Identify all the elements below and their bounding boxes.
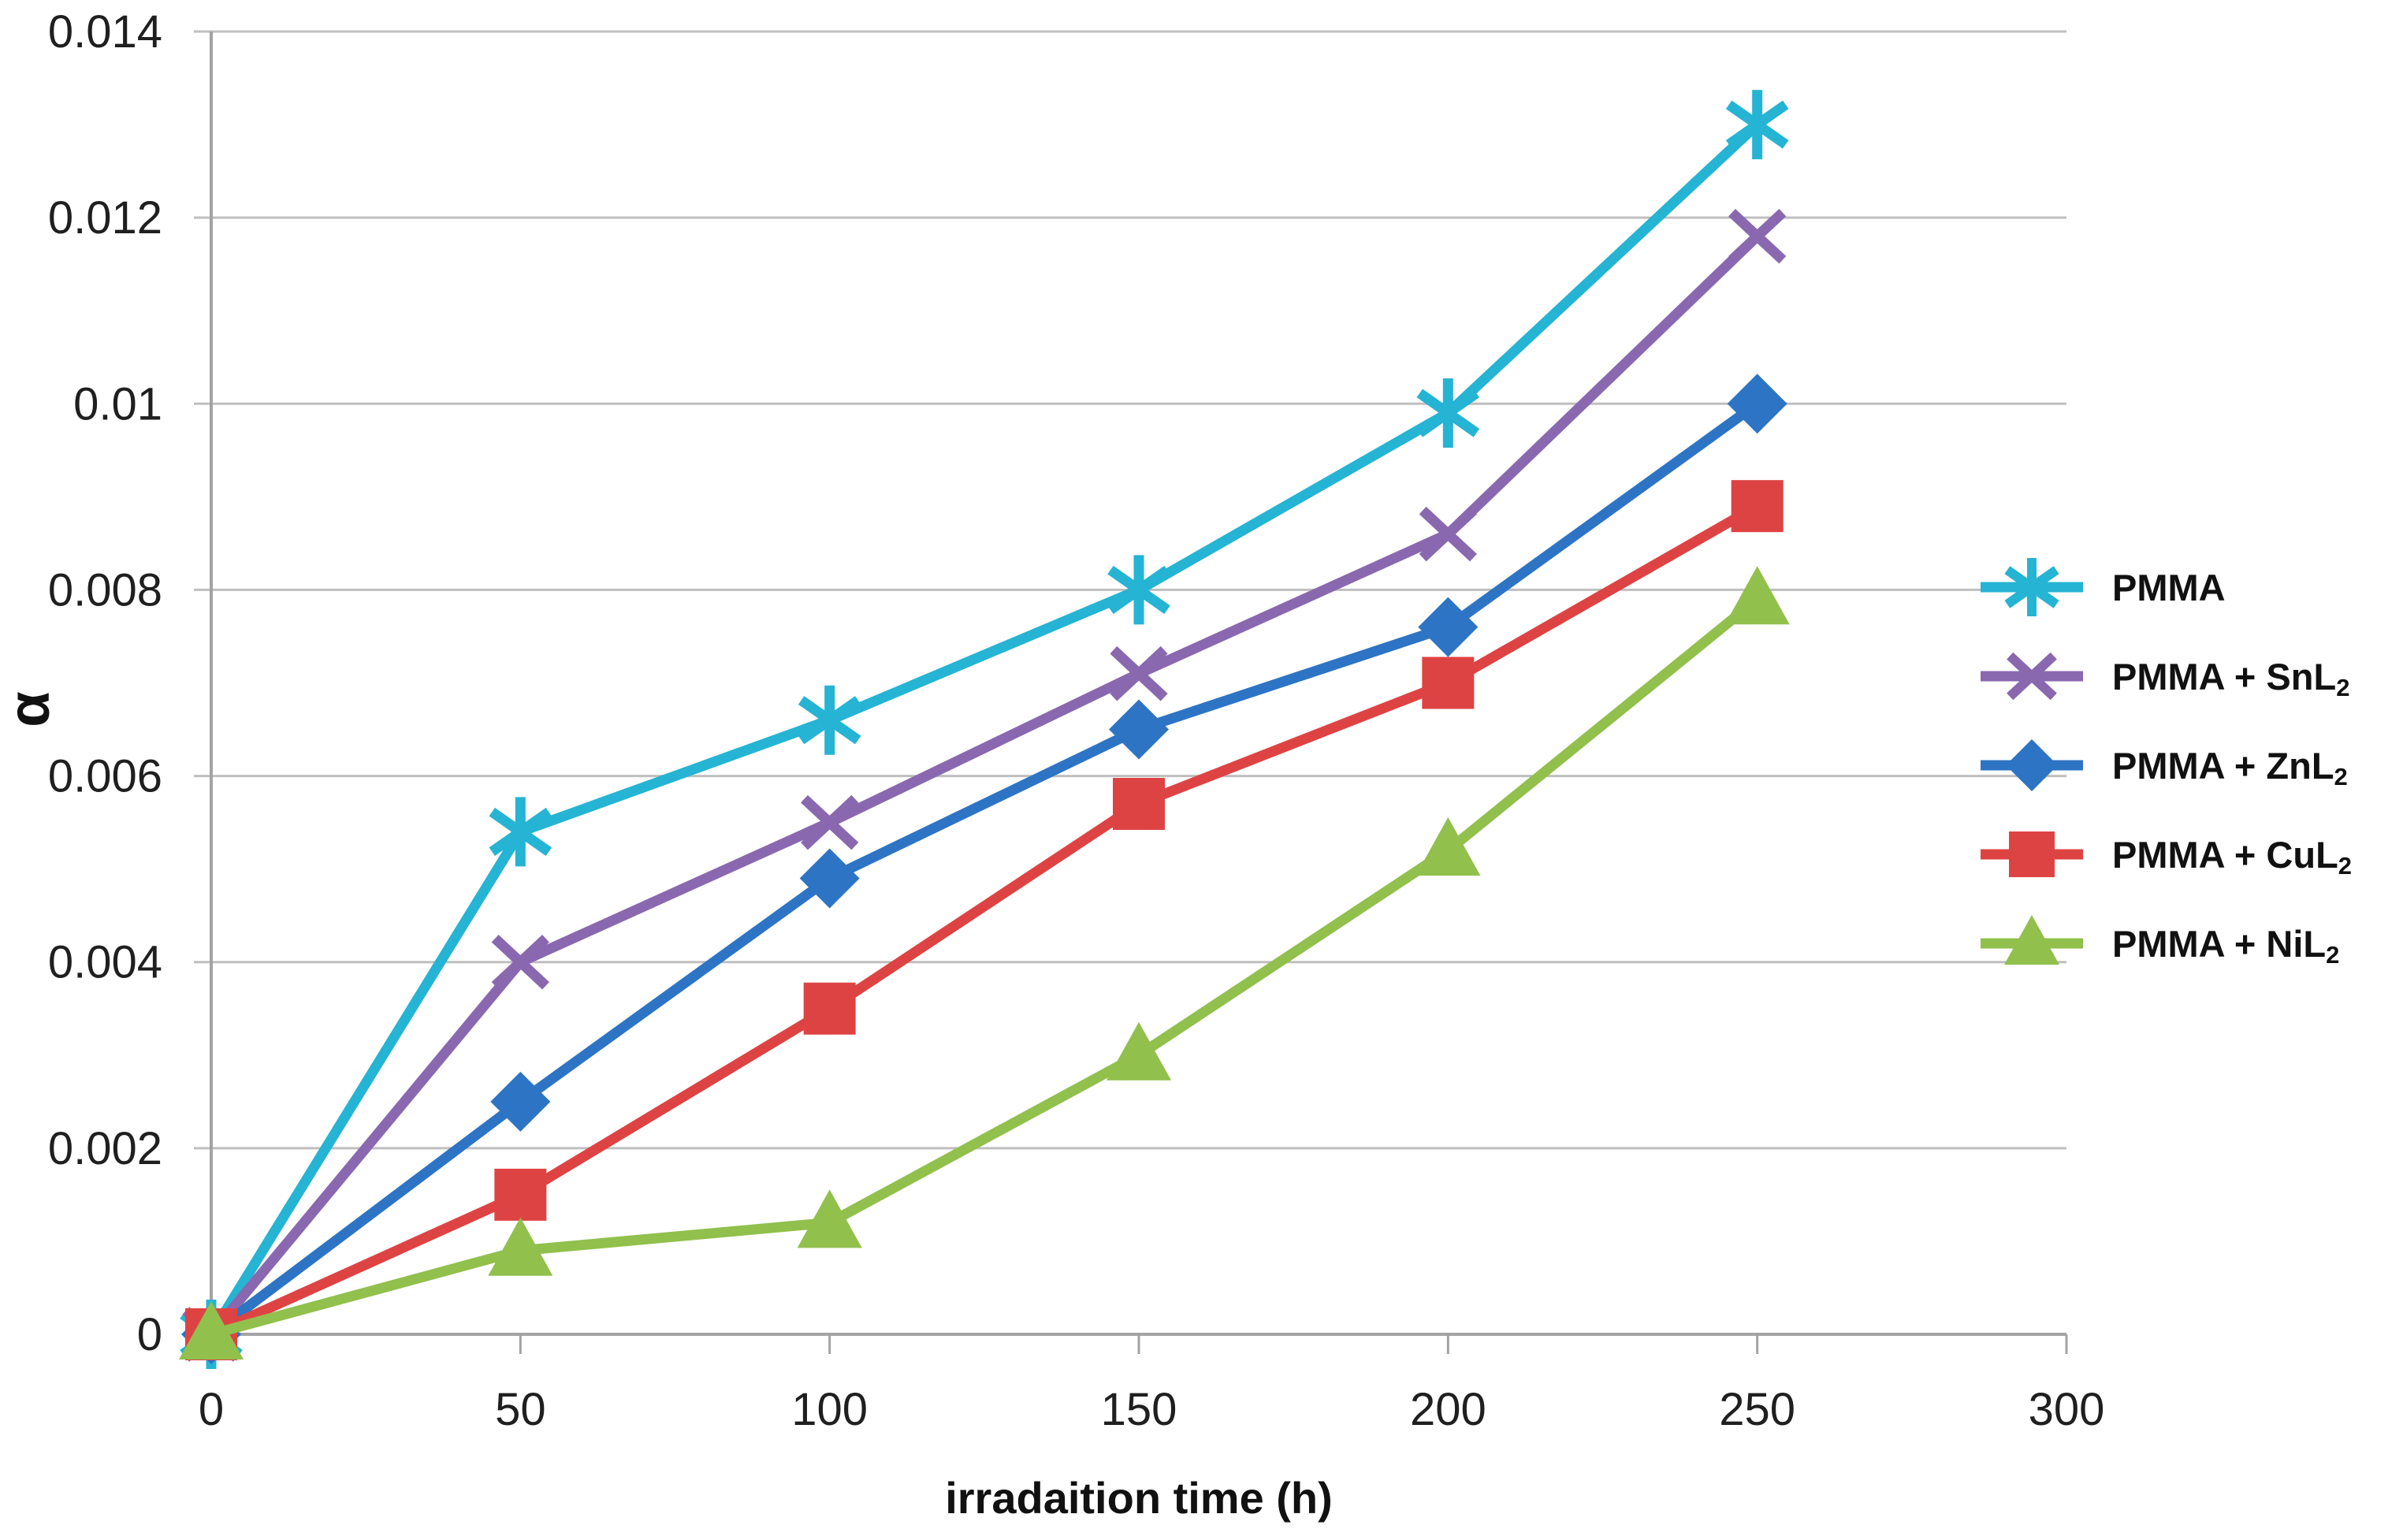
- diamond-data-point-marker: [1727, 374, 1787, 434]
- triangle-data-point-marker: [1415, 817, 1481, 876]
- legend-label: PMMA + CuL2: [2112, 833, 2353, 880]
- x-data-point-marker: [1728, 208, 1787, 264]
- x-marker-icon: [1981, 652, 2083, 701]
- x-axis-title: irradaition time (h): [945, 1473, 1333, 1523]
- x-tick-label: 50: [495, 1384, 546, 1435]
- square-marker-icon: [1981, 831, 2083, 877]
- y-tick-label: 0: [137, 1309, 162, 1360]
- legend-item-pmma-snl2: PMMA + SnL2: [1977, 647, 2352, 705]
- triangle-data-point-marker: [797, 1189, 862, 1248]
- series-pmma-snl2: [182, 208, 1787, 1362]
- series-pmma-znl2: [181, 374, 1787, 1364]
- asterisk-data-point-marker: [1416, 378, 1480, 448]
- axes: [194, 32, 2068, 1354]
- asterisk-data-point-marker: [798, 685, 861, 755]
- chart-legend: PMMA PMMA + SnL2 PMMA + ZnL2 PMMA + CuL2…: [1977, 558, 2352, 973]
- legend-label: PMMA + NiL2: [2112, 922, 2340, 969]
- triangle-data-point-marker: [488, 1217, 553, 1276]
- y-tick-label: 0.014: [48, 6, 162, 58]
- y-tick-label: 0.008: [48, 564, 162, 616]
- x-tick-label: 200: [1410, 1384, 1486, 1435]
- asterisk-data-point-marker: [1107, 555, 1170, 625]
- triangle-data-point-marker: [1107, 1021, 1171, 1081]
- asterisk-data-point-marker: [1725, 90, 1789, 160]
- gridlines: [194, 30, 2066, 1150]
- square-data-point-marker: [803, 982, 856, 1035]
- diamond-marker-icon: [1981, 739, 2083, 791]
- asterisk-legend-marker: [2004, 558, 2059, 616]
- x-tick-label: 300: [2029, 1384, 2105, 1435]
- x-tick-label: 0: [199, 1384, 224, 1435]
- legend-label: PMMA: [2112, 566, 2226, 608]
- diamond-data-point-marker: [799, 848, 860, 909]
- x-data-point-marker: [491, 934, 549, 990]
- legend-item-pmma-znl2: PMMA + ZnL2: [1977, 736, 2352, 794]
- triangle-data-point-marker: [1724, 566, 1790, 625]
- y-tick-label: 0.012: [48, 192, 162, 244]
- triangle-legend-marker: [2004, 915, 2059, 965]
- diamond-data-point-marker: [1418, 597, 1479, 657]
- square-data-point-marker: [1113, 777, 1165, 830]
- series-line: [208, 400, 1761, 1339]
- square-data-point-marker: [1422, 657, 1475, 709]
- asterisk-marker-icon: [1981, 558, 2083, 616]
- y-tick-label: 0.006: [48, 751, 162, 802]
- x-data-point-marker: [1419, 506, 1477, 562]
- series-line: [207, 232, 1761, 1338]
- legend-label: PMMA + SnL2: [2112, 655, 2350, 702]
- square-data-point-marker: [494, 1168, 547, 1221]
- x-tick-label: 250: [1719, 1384, 1795, 1435]
- x-data-point-marker: [801, 794, 859, 850]
- triangle-data-point-marker: [179, 1301, 244, 1360]
- square-legend-marker: [2009, 831, 2055, 877]
- diamond-data-point-marker: [490, 1071, 551, 1132]
- x-data-point-marker: [1110, 645, 1168, 701]
- legend-item-pmma-cul2: PMMA + CuL2: [1977, 825, 2352, 883]
- legend-label: PMMA + ZnL2: [2112, 744, 2348, 791]
- diamond-data-point-marker: [1109, 699, 1169, 760]
- series-line: [209, 501, 1760, 1339]
- square-data-point-marker: [1731, 480, 1784, 533]
- asterisk-data-point-marker: [489, 797, 552, 867]
- series-pmma-cul2: [185, 480, 1784, 1360]
- series-pmma-nil2: [179, 566, 1790, 1360]
- legend-item-pmma-nil2: PMMA + NiL2: [1977, 914, 2352, 973]
- legend-item-pmma: PMMA: [1977, 558, 2352, 616]
- series-line: [206, 121, 1761, 1337]
- x-tick-label: 100: [791, 1384, 868, 1435]
- x-legend-marker: [2007, 652, 2057, 701]
- series-line: [210, 595, 1761, 1340]
- y-tick-label: 0.002: [48, 1123, 162, 1174]
- y-tick-label: 0.01: [73, 378, 162, 430]
- x-tick-label: 150: [1101, 1384, 1177, 1435]
- triangle-marker-icon: [1981, 915, 2083, 965]
- diamond-legend-marker: [2006, 739, 2058, 791]
- tick-labels: 0 0.002 0.004 0.006 0.008 0.01 0.012 0.014 0 50 10…: [48, 6, 2105, 1435]
- y-axis-title: α: [0, 691, 61, 727]
- y-tick-label: 0.004: [48, 937, 162, 988]
